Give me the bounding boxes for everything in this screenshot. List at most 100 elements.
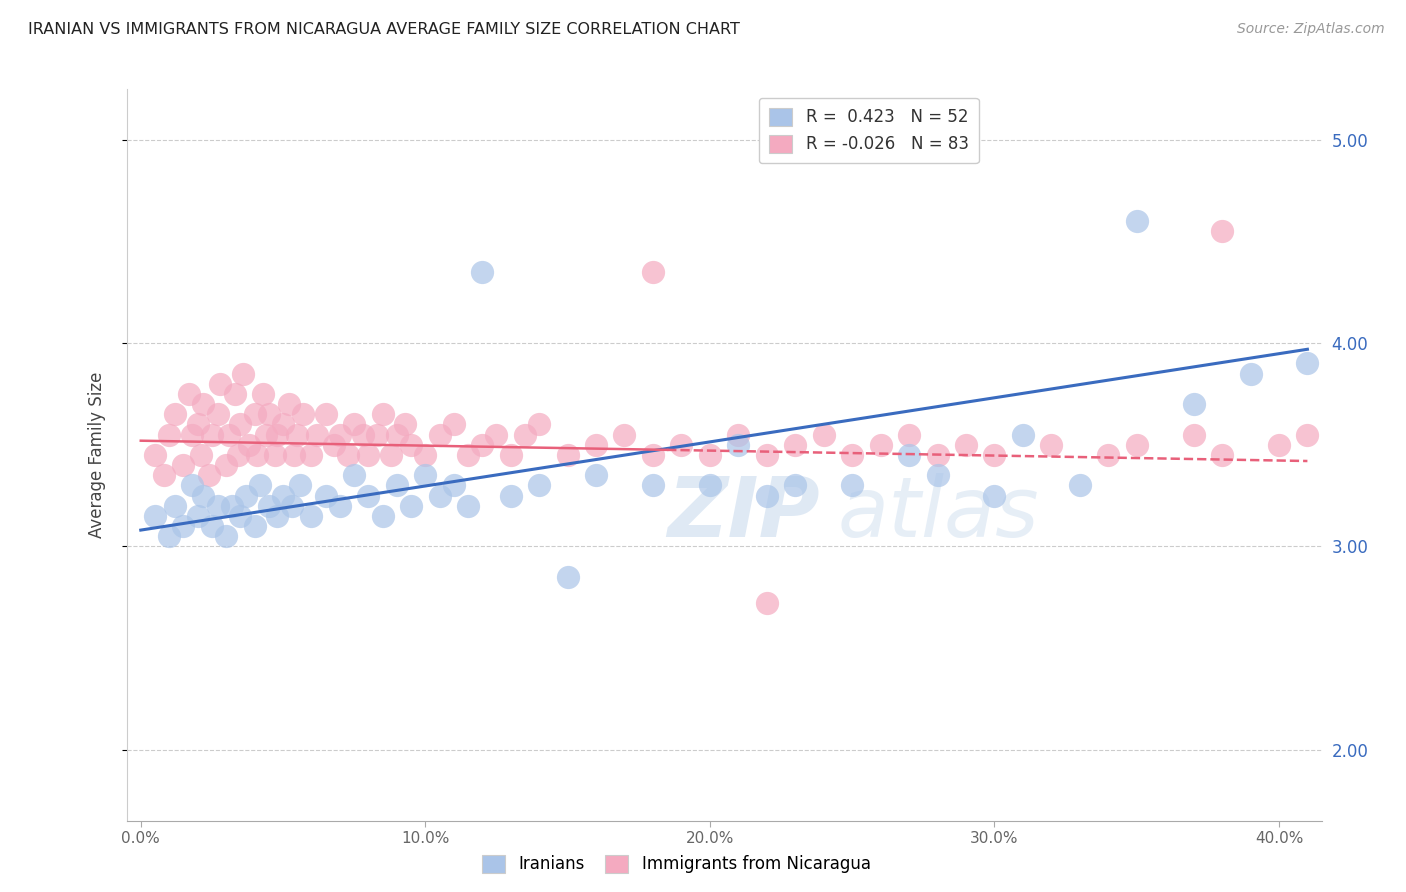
Point (229, 508, 252, 523)
Point (457, 448, 479, 462)
Point (371, 407, 394, 421)
Point (927, 468, 949, 483)
Point (641, 448, 664, 462)
Point (352, 427, 374, 442)
Point (288, 478, 311, 492)
Point (927, 448, 949, 462)
Point (315, 489, 337, 503)
Point (585, 438, 607, 452)
Point (172, 519, 194, 533)
Point (193, 397, 215, 411)
Point (413, 468, 436, 483)
Point (315, 407, 337, 421)
Point (257, 407, 280, 421)
Point (727, 427, 749, 442)
Point (557, 570, 579, 584)
Point (329, 499, 352, 513)
Point (399, 438, 422, 452)
Point (215, 529, 238, 543)
Point (218, 427, 240, 442)
Point (190, 448, 212, 462)
Point (755, 596, 778, 610)
Point (179, 387, 201, 401)
Point (527, 417, 550, 432)
Point (813, 427, 835, 442)
Point (215, 458, 238, 472)
Text: IRANIAN VS IMMIGRANTS FROM NICARAGUA AVERAGE FAMILY SIZE CORRELATION CHART: IRANIAN VS IMMIGRANTS FROM NICARAGUA AVE… (28, 22, 740, 37)
Point (443, 417, 465, 432)
Point (224, 387, 246, 401)
Point (157, 529, 180, 543)
Point (898, 427, 921, 442)
Point (699, 448, 721, 462)
Point (1040, 438, 1063, 452)
Point (785, 438, 807, 452)
Point (527, 478, 550, 492)
Point (235, 489, 257, 503)
Point (1182, 427, 1205, 442)
Point (366, 427, 388, 442)
Point (1239, 367, 1261, 381)
Point (263, 448, 285, 462)
Point (385, 478, 408, 492)
Point (755, 489, 778, 503)
Point (955, 438, 977, 452)
Point (271, 417, 294, 432)
Point (385, 427, 408, 442)
Point (343, 417, 366, 432)
Point (152, 468, 174, 483)
Point (471, 265, 494, 279)
Point (983, 489, 1005, 503)
Text: Source: ZipAtlas.com: Source: ZipAtlas.com (1237, 22, 1385, 37)
Point (499, 448, 522, 462)
Point (380, 448, 402, 462)
Point (413, 448, 436, 462)
Point (243, 519, 266, 533)
Point (277, 397, 299, 411)
Point (266, 427, 288, 442)
Point (271, 489, 294, 503)
Point (193, 489, 215, 503)
Point (291, 407, 314, 421)
Point (869, 438, 891, 452)
Point (201, 427, 224, 442)
Point (181, 478, 204, 492)
Point (280, 499, 302, 513)
Point (557, 448, 579, 462)
Point (285, 427, 308, 442)
Point (249, 478, 271, 492)
Point (238, 438, 260, 452)
Point (841, 448, 863, 462)
Point (785, 478, 807, 492)
Point (1182, 397, 1205, 411)
Point (266, 508, 288, 523)
Point (181, 427, 204, 442)
Point (499, 489, 522, 503)
Point (513, 427, 536, 442)
Point (471, 438, 494, 452)
Point (163, 407, 186, 421)
Point (198, 468, 221, 483)
Point (163, 499, 186, 513)
Point (371, 508, 394, 523)
Point (699, 478, 721, 492)
Point (254, 427, 277, 442)
Point (671, 438, 693, 452)
Y-axis label: Average Family Size: Average Family Size (87, 372, 105, 538)
Point (1011, 427, 1033, 442)
Point (429, 489, 451, 503)
Point (307, 427, 329, 442)
Point (157, 427, 180, 442)
Point (641, 265, 664, 279)
Point (399, 499, 422, 513)
Point (1211, 224, 1233, 238)
Point (641, 478, 664, 492)
Point (443, 478, 465, 492)
Point (221, 499, 243, 513)
Point (301, 508, 323, 523)
Point (357, 448, 380, 462)
Point (1268, 438, 1291, 452)
Point (246, 448, 269, 462)
Point (755, 448, 778, 462)
Legend: Iranians, Immigrants from Nicaragua: Iranians, Immigrants from Nicaragua (474, 847, 879, 882)
